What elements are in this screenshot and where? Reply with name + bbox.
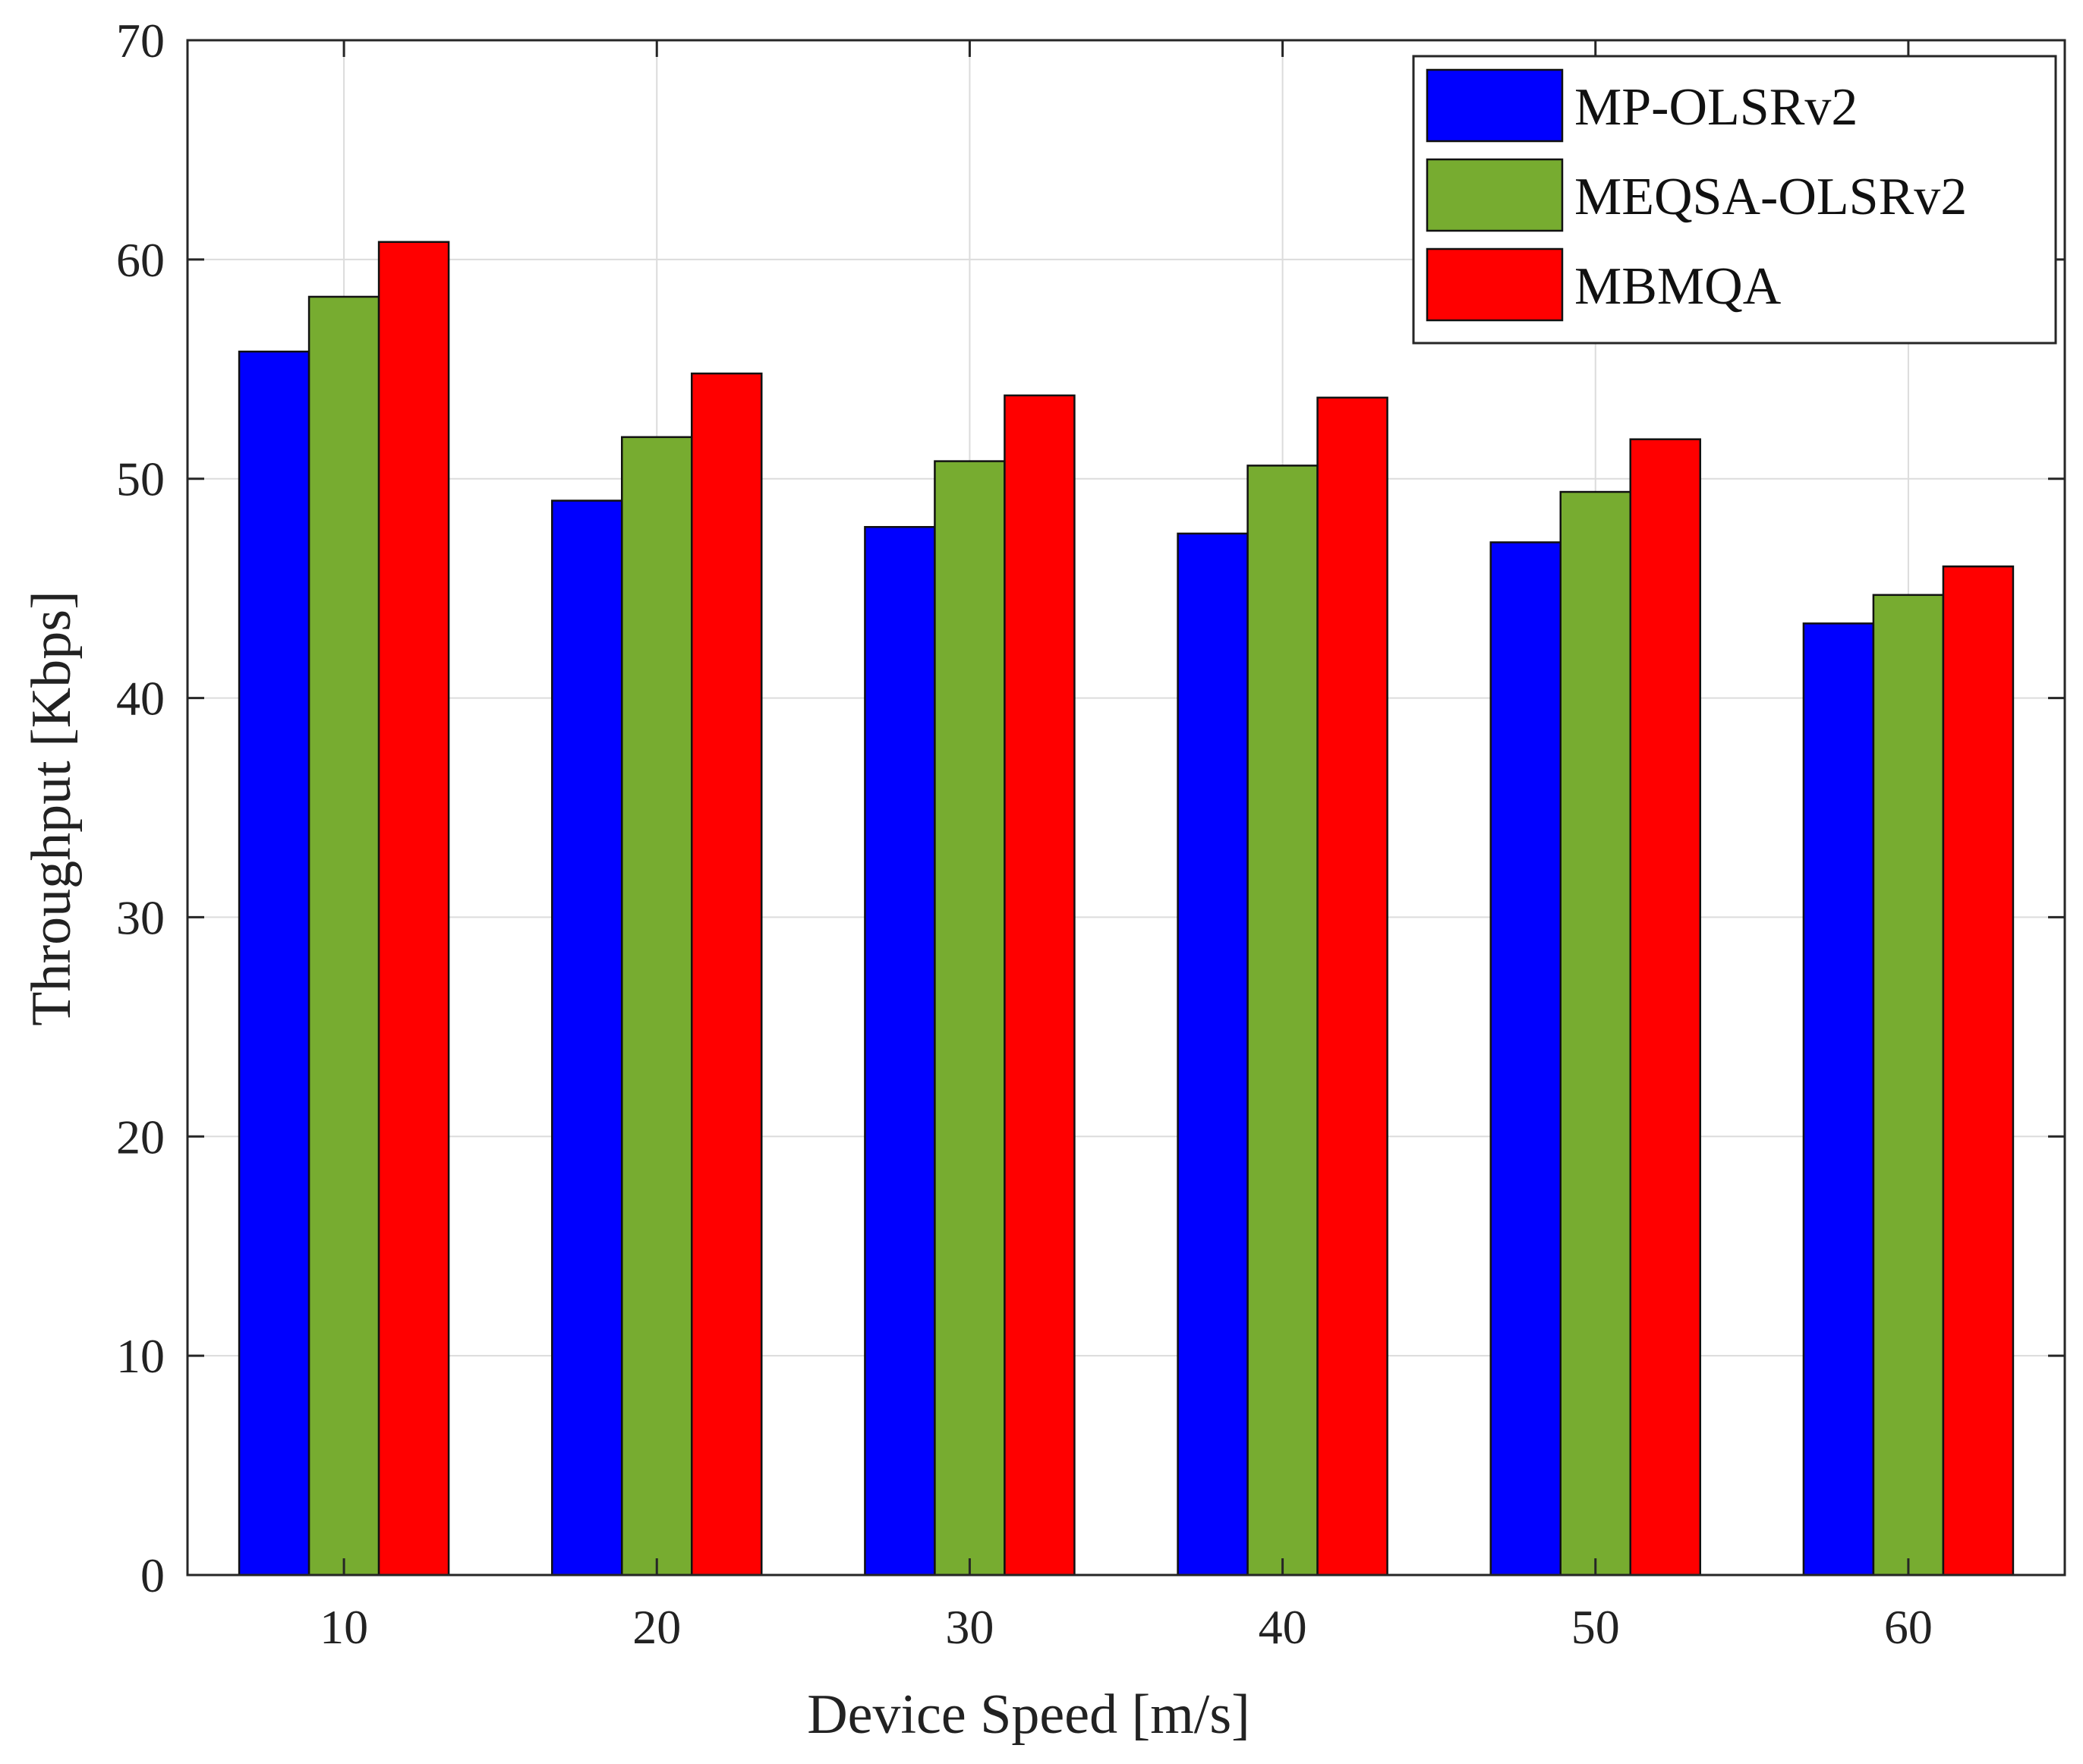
x-tick-label: 10 xyxy=(320,1600,368,1654)
bar-mp-olsrv2-40 xyxy=(1177,532,1249,1577)
bar-meqsa-olsrv2-40 xyxy=(1246,465,1319,1577)
y-tick-label: 0 xyxy=(140,1548,165,1602)
bar-meqsa-olsrv2-10 xyxy=(307,295,380,1577)
plot-frame xyxy=(186,39,2066,1577)
y-tick-label: 20 xyxy=(116,1110,165,1164)
bar-mbmqa-60 xyxy=(1942,565,2015,1577)
legend-label: MBMQA xyxy=(1574,257,1782,316)
bar-mbmqa-20 xyxy=(691,372,763,1577)
bar-mbmqa-30 xyxy=(1004,394,1076,1577)
x-tick-label: 40 xyxy=(1259,1600,1307,1654)
bar-mbmqa-50 xyxy=(1629,438,1701,1577)
legend-swatch xyxy=(1426,158,1564,232)
x-tick-label: 20 xyxy=(632,1600,681,1654)
bar-mp-olsrv2-60 xyxy=(1802,622,1875,1577)
bar-mbmqa-40 xyxy=(1316,396,1388,1577)
x-tick-label: 30 xyxy=(945,1600,994,1654)
bar-meqsa-olsrv2-60 xyxy=(1872,594,1945,1577)
bar-meqsa-olsrv2-20 xyxy=(621,436,693,1577)
bar-mp-olsrv2-50 xyxy=(1489,541,1561,1577)
bar-meqsa-olsrv2-30 xyxy=(934,460,1006,1577)
y-tick-label: 10 xyxy=(116,1329,165,1383)
y-tick-label: 70 xyxy=(116,14,165,68)
x-tick-label: 50 xyxy=(1571,1600,1620,1654)
legend: MP-OLSRv2 MEQSA-OLSRv2 MBMQA xyxy=(1412,55,2057,345)
legend-label: MEQSA-OLSRv2 xyxy=(1574,168,1967,226)
x-axis-title: Device Speed [m/s] xyxy=(807,1684,1250,1746)
bar-meqsa-olsrv2-50 xyxy=(1559,490,1631,1577)
y-tick-label: 60 xyxy=(116,233,165,287)
legend-swatch xyxy=(1426,68,1564,143)
y-tick-label: 30 xyxy=(116,890,165,944)
ticks: 0 10 20 30 40 50 60 70 10 20 30 40 50 60 xyxy=(116,14,2065,1654)
bars xyxy=(238,241,2015,1577)
y-axis-title: Throughput [Kbps] xyxy=(20,591,83,1025)
y-tick-label: 40 xyxy=(116,672,165,726)
x-tick-label: 60 xyxy=(1884,1600,1933,1654)
legend-swatch xyxy=(1426,247,1564,322)
legend-label: MP-OLSRv2 xyxy=(1574,78,1858,137)
y-tick-label: 50 xyxy=(116,452,165,506)
bar-mp-olsrv2-20 xyxy=(551,499,623,1577)
bar-mbmqa-10 xyxy=(377,241,450,1577)
bar-mp-olsrv2-30 xyxy=(864,526,936,1577)
bar-mp-olsrv2-10 xyxy=(238,350,310,1577)
